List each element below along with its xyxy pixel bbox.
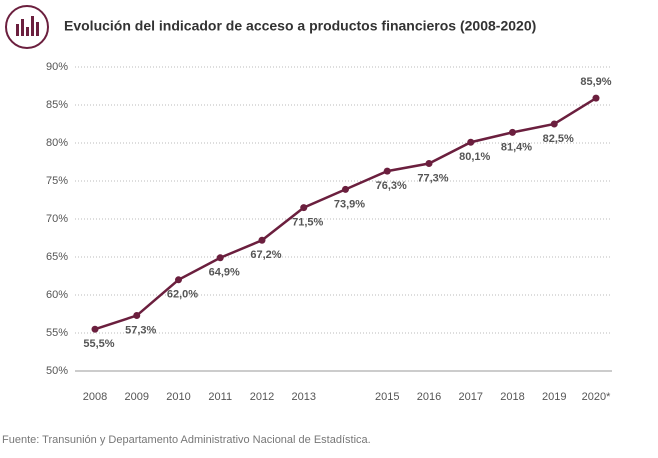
value-label: 81,4% [501,141,532,153]
value-label: 76,3% [376,180,407,192]
value-label: 67,2% [250,249,281,261]
point [91,325,99,333]
point [175,276,182,284]
x-tick-label: 2013 [292,391,316,403]
point [592,94,600,102]
point [550,120,558,128]
value-label: 73,9% [334,198,365,210]
x-tick-label: 2016 [417,391,441,403]
value-label: 64,9% [209,267,240,279]
point [467,138,475,146]
point [216,254,224,262]
x-tick-label: 2020* [582,391,611,403]
y-tick-label: 60% [46,289,68,301]
y-tick-label: 75% [46,175,68,187]
value-label: 62,0% [167,289,198,301]
point [509,128,516,136]
x-tick-label: 2012 [250,391,274,403]
point [342,185,349,193]
x-tick-label: 2010 [166,391,190,403]
source: Fuente: Transunión y Departamento Admini… [2,434,371,446]
y-tick-label: 80% [46,137,68,149]
y-tick-label: 55% [46,327,68,339]
point [133,312,141,320]
y-tick-label: 50% [46,365,68,377]
y-tick-label: 90% [46,61,68,73]
value-label: 71,5% [292,217,323,229]
x-tick-label: 2015 [375,391,399,403]
point [258,236,266,244]
x-tick-label: 2008 [83,391,107,403]
chart-title: Evolución del indicador de acceso a prod… [64,18,536,34]
value-label: 55,5% [83,338,114,350]
y-tick-label: 65% [46,251,68,263]
value-label: 82,5% [543,133,574,145]
value-label: 77,3% [417,172,448,184]
point [300,204,308,212]
point [425,160,433,168]
y-tick-label: 70% [46,213,68,225]
x-tick-label: 2009 [125,391,149,403]
y-tick-label: 85% [46,99,68,111]
x-tick-label: 2011 [208,391,232,403]
value-label: 85,9% [580,76,611,88]
x-tick-label: 2017 [459,391,483,403]
value-label: 80,1% [459,151,490,163]
x-tick-label: 2018 [500,391,524,403]
value-label: 57,3% [125,324,156,336]
icon [5,5,49,49]
x-tick-label: 2019 [542,391,566,403]
point [383,167,391,175]
